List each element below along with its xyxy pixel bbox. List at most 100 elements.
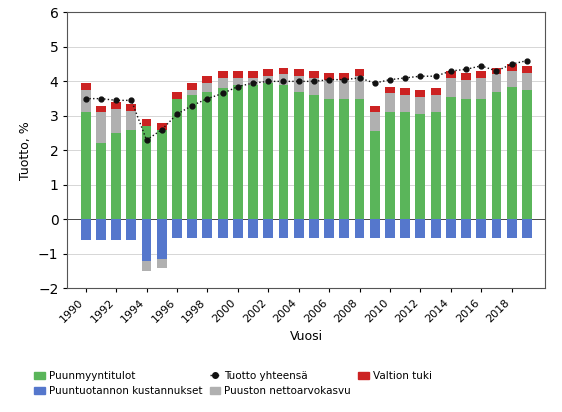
Bar [446,219,456,239]
Bar [202,92,212,219]
Bar [81,219,90,240]
Bar [370,112,380,131]
Bar [492,75,501,92]
Bar [248,85,258,219]
Bar [81,112,90,219]
Bar [309,78,319,95]
Bar [339,80,349,98]
Bar [522,66,532,73]
Bar [385,112,395,219]
Bar [217,219,228,239]
Bar [477,78,486,98]
Bar [96,112,106,143]
Bar [264,219,273,239]
Bar [355,76,365,98]
Bar [142,119,152,126]
Bar [126,111,136,130]
Bar [430,88,441,95]
Bar [415,97,425,114]
Bar [142,219,152,261]
Bar [400,88,410,95]
Bar [324,80,334,98]
Bar [477,98,486,219]
Bar [355,219,365,239]
Bar [430,112,441,219]
Bar [294,92,303,219]
Bar [111,133,121,219]
Bar [172,219,182,239]
Bar [522,219,532,239]
Bar [309,219,319,239]
Bar [217,78,228,88]
Bar [400,219,410,239]
Bar [446,78,456,97]
Bar [96,143,106,219]
X-axis label: Vuosi: Vuosi [290,330,323,343]
Bar [355,69,365,76]
Bar [264,83,273,219]
Bar [324,98,334,219]
Bar [385,87,395,94]
Bar [202,83,212,92]
Bar [248,71,258,78]
Bar [294,219,303,239]
Bar [172,92,182,98]
Bar [461,73,471,80]
Bar [355,98,365,219]
Bar [415,114,425,219]
Bar [477,71,486,78]
Bar [126,219,136,240]
Bar [461,219,471,239]
Bar [507,87,516,219]
Bar [279,68,288,75]
Bar [415,90,425,97]
Bar [187,219,197,239]
Bar [217,88,228,219]
Bar [202,76,212,83]
Bar [187,95,197,219]
Bar [385,94,395,112]
Bar [172,98,182,219]
Bar [477,219,486,239]
Bar [157,259,167,268]
Bar [279,219,288,239]
Bar [248,219,258,239]
Bar [157,219,167,259]
Bar [233,85,243,219]
Bar [415,219,425,239]
Bar [187,83,197,90]
Bar [446,71,456,78]
Bar [507,219,516,239]
Bar [142,261,152,271]
Bar [400,95,410,112]
Bar [507,71,516,87]
Bar [279,85,288,219]
Bar [111,109,121,133]
Bar [233,78,243,85]
Bar [217,71,228,78]
Bar [309,71,319,78]
Bar [507,64,516,71]
Bar [126,130,136,219]
Bar [385,219,395,239]
Bar [96,105,106,112]
Y-axis label: Tuotto, %: Tuotto, % [19,121,33,180]
Bar [324,219,334,239]
Bar [233,71,243,78]
Bar [202,219,212,239]
Bar [339,98,349,219]
Bar [142,126,152,219]
Bar [111,219,121,240]
Bar [81,90,90,112]
Bar [264,76,273,83]
Bar [264,69,273,76]
Bar [492,68,501,75]
Bar [157,123,167,130]
Bar [294,69,303,76]
Bar [96,219,106,240]
Bar [370,219,380,239]
Bar [370,131,380,219]
Bar [522,73,532,90]
Bar [370,105,380,112]
Bar [126,104,136,111]
